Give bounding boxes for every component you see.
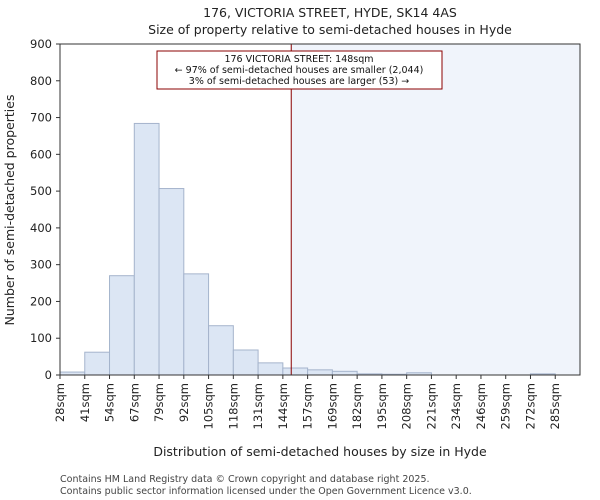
y-axis-ticks: 0 100 200 300 400 500 600 700 800 900 [30, 37, 60, 382]
x-tick-label: 92sqm [177, 383, 191, 422]
bar-157sqm [307, 369, 333, 376]
x-tick-label: 28sqm [53, 383, 67, 422]
bar-118sqm [232, 349, 259, 376]
y-tick-label: 200 [30, 294, 52, 308]
chart-subtitle: Size of property relative to semi-detach… [148, 22, 512, 37]
y-tick-label: 100 [30, 331, 52, 345]
highlight-region [291, 44, 580, 375]
x-tick-label: 144sqm [276, 383, 290, 429]
footer-line-1: Contains HM Land Registry data © Crown c… [60, 474, 430, 485]
bar-54sqm [109, 275, 135, 376]
bar-41sqm [84, 351, 111, 376]
x-tick-label: 41sqm [78, 383, 92, 422]
x-tick-label: 169sqm [325, 383, 339, 429]
x-tick-label: 67sqm [127, 383, 141, 422]
x-tick-label: 182sqm [350, 383, 364, 429]
x-axis-label: Distribution of semi-detached houses by … [153, 444, 487, 459]
footer-line-2: Contains public sector information licen… [60, 486, 472, 497]
x-tick-label: 157sqm [301, 383, 315, 429]
y-tick-label: 800 [30, 74, 52, 88]
x-tick-label: 234sqm [449, 383, 463, 429]
y-tick-label: 0 [45, 368, 52, 382]
x-tick-label: 105sqm [202, 383, 216, 429]
x-tick-label: 195sqm [375, 383, 389, 429]
x-axis-ticks: 28sqm 41sqm 54sqm 67sqm 79sqm 92sqm 105sqm 118s… [53, 375, 562, 429]
x-tick-label: 208sqm [400, 383, 414, 429]
y-tick-label: 300 [30, 258, 52, 272]
annotation-line-3: 3% of semi-detached houses are larger (5… [189, 76, 409, 87]
bar-79sqm [158, 188, 185, 376]
x-tick-label: 272sqm [523, 383, 537, 429]
y-tick-label: 500 [30, 184, 52, 198]
y-tick-label: 600 [30, 147, 52, 161]
bar-92sqm [183, 273, 210, 376]
bar-105sqm [208, 325, 234, 376]
bar-169sqm [331, 370, 358, 376]
annotation-line-1: 176 VICTORIA STREET: 148sqm [224, 54, 373, 65]
x-tick-label: 118sqm [226, 383, 240, 429]
bar-67sqm [133, 122, 160, 376]
x-tick-label: 259sqm [499, 383, 513, 429]
x-tick-label: 54sqm [103, 383, 117, 422]
x-tick-label: 79sqm [152, 383, 166, 422]
y-tick-label: 900 [30, 37, 52, 51]
annotation-line-2: ← 97% of semi-detached houses are smalle… [175, 65, 424, 76]
annotation-box: 176 VICTORIA STREET: 148sqm ← 97% of sem… [156, 50, 443, 90]
x-tick-label: 285sqm [548, 383, 562, 429]
bar-144sqm [282, 367, 309, 376]
y-tick-label: 700 [30, 111, 52, 125]
bars [59, 122, 556, 376]
x-tick-label: 246sqm [474, 383, 488, 429]
y-tick-label: 400 [30, 221, 52, 235]
annotation-frame [156, 50, 443, 90]
x-tick-label: 221sqm [424, 383, 438, 429]
plot-frame [59, 43, 581, 376]
bar-131sqm [257, 362, 284, 376]
chart-title: 176, VICTORIA STREET, HYDE, SK14 4AS [203, 5, 457, 20]
y-axis-label: Number of semi-detached properties [2, 95, 17, 326]
x-tick-label: 131sqm [251, 383, 265, 429]
